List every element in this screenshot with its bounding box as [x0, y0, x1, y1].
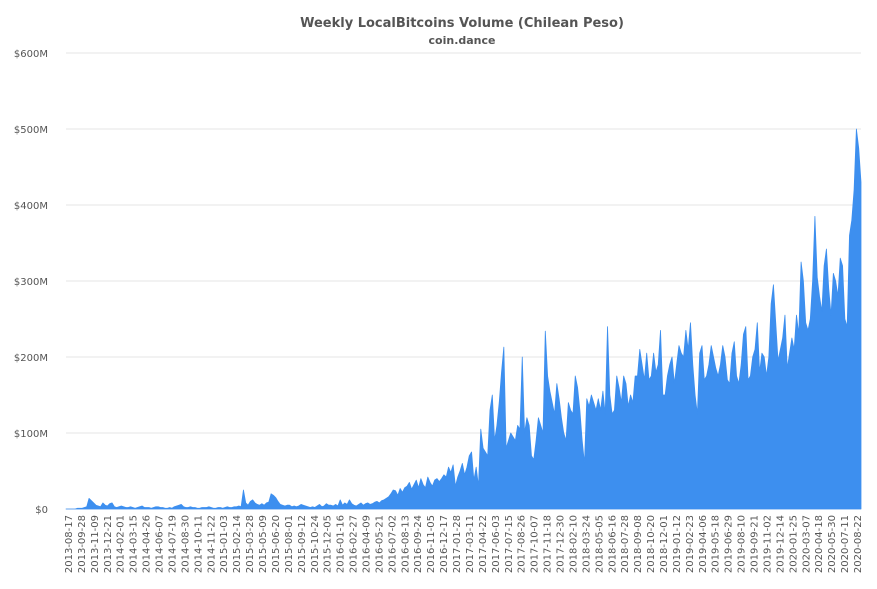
x-tick-label: 2013-11-09: [90, 515, 101, 573]
x-tick-label: 2018-06-16: [607, 515, 618, 573]
x-tick-label: 2016-08-13: [400, 515, 411, 573]
x-tick-label: 2017-08-26: [517, 515, 528, 573]
y-tick-label: $400M: [14, 201, 48, 212]
y-tick-label: $300M: [14, 277, 48, 288]
x-tick-label: 2018-12-01: [659, 515, 670, 573]
x-tick-label: 2019-01-12: [672, 515, 683, 573]
y-tick-label: $200M: [14, 353, 48, 364]
x-tick-label: 2016-02-27: [349, 515, 360, 573]
x-tick-label: 2016-07-02: [387, 515, 398, 573]
y-tick-label: $600M: [14, 49, 48, 60]
x-tick-label: 2019-02-23: [685, 515, 696, 573]
x-tick-label: 2018-03-24: [581, 515, 592, 573]
x-tick-label: 2020-01-25: [788, 515, 799, 573]
x-tick-label: 2013-09-28: [77, 515, 88, 573]
x-tick-label: 2017-11-18: [543, 515, 554, 573]
chart-subtitle: coin.dance: [429, 34, 496, 47]
x-tick-label: 2020-05-30: [827, 515, 838, 573]
x-tick-label: 2017-01-28: [452, 515, 463, 573]
x-tick-label: 2015-08-01: [284, 515, 295, 573]
volume-area-series: [65, 128, 862, 510]
x-tick-label: 2019-04-06: [698, 515, 709, 573]
x-tick-label: 2016-09-24: [413, 515, 424, 573]
x-tick-label: 2019-12-14: [775, 515, 786, 573]
chart-title: Weekly LocalBitcoins Volume (Chilean Pes…: [300, 16, 624, 31]
x-tick-label: 2016-05-21: [374, 515, 385, 573]
x-tick-label: 2015-12-05: [323, 515, 334, 573]
x-tick-label: 2014-02-01: [116, 515, 127, 573]
x-axis: 2013-08-17 2013-09-28 2013-11-09 2013-12-21…: [64, 515, 864, 573]
x-tick-label: 2017-10-07: [530, 515, 541, 573]
x-tick-label: 2013-08-17: [64, 515, 75, 573]
x-tick-label: 2015-03-28: [245, 515, 256, 573]
x-tick-label: 2014-11-22: [206, 515, 217, 573]
x-tick-label: 2015-02-14: [232, 515, 243, 573]
x-tick-label: 2015-01-03: [219, 515, 230, 573]
x-tick-label: 2015-05-09: [258, 515, 269, 573]
x-tick-label: 2020-03-07: [801, 515, 812, 573]
x-tick-label: 2015-10-24: [310, 515, 321, 573]
x-tick-label: 2014-10-11: [193, 515, 204, 573]
x-tick-label: 2014-04-26: [142, 515, 153, 573]
grid-lines: [66, 52, 861, 510]
x-tick-label: 2016-12-17: [439, 515, 450, 573]
x-tick-label: 2019-05-18: [711, 515, 722, 573]
x-tick-label: 2019-11-02: [762, 515, 773, 573]
x-tick-label: 2016-04-09: [361, 515, 372, 573]
x-tick-label: 2020-08-22: [853, 515, 864, 573]
plot-area: [65, 128, 862, 510]
x-tick-label: 2015-06-20: [271, 515, 282, 573]
x-tick-label: 2017-03-11: [465, 515, 476, 573]
x-tick-label: 2014-03-15: [129, 515, 140, 573]
x-tick-label: 2017-12-30: [556, 515, 567, 573]
x-tick-label: 2017-07-15: [504, 515, 515, 573]
x-tick-label: 2019-09-21: [750, 515, 761, 573]
x-tick-label: 2019-06-29: [724, 515, 735, 573]
x-tick-label: 2018-05-05: [594, 515, 605, 573]
y-tick-label: $0: [35, 505, 48, 516]
x-tick-label: 2014-06-07: [155, 515, 166, 573]
x-tick-label: 2013-12-21: [103, 515, 114, 573]
x-tick-label: 2018-09-08: [633, 515, 644, 573]
y-tick-label: $500M: [14, 125, 48, 136]
x-tick-label: 2014-07-19: [167, 515, 178, 573]
y-axis: $0 $100M $200M $300M $400M $500M $600M: [14, 49, 48, 516]
x-tick-label: 2018-10-20: [646, 515, 657, 573]
x-tick-label: 2014-08-30: [180, 515, 191, 573]
x-tick-label: 2015-09-12: [297, 515, 308, 573]
x-tick-label: 2016-11-05: [426, 515, 437, 573]
x-tick-label: 2016-01-16: [336, 515, 347, 573]
x-tick-label: 2017-04-22: [478, 515, 489, 573]
x-tick-label: 2020-07-11: [840, 515, 851, 573]
x-tick-label: 2018-02-10: [568, 515, 579, 573]
x-tick-label: 2019-08-10: [737, 515, 748, 573]
x-tick-label: 2020-04-18: [814, 515, 825, 573]
y-tick-label: $100M: [14, 429, 48, 440]
x-tick-label: 2018-07-28: [620, 515, 631, 573]
x-tick-label: 2017-06-03: [491, 515, 502, 573]
